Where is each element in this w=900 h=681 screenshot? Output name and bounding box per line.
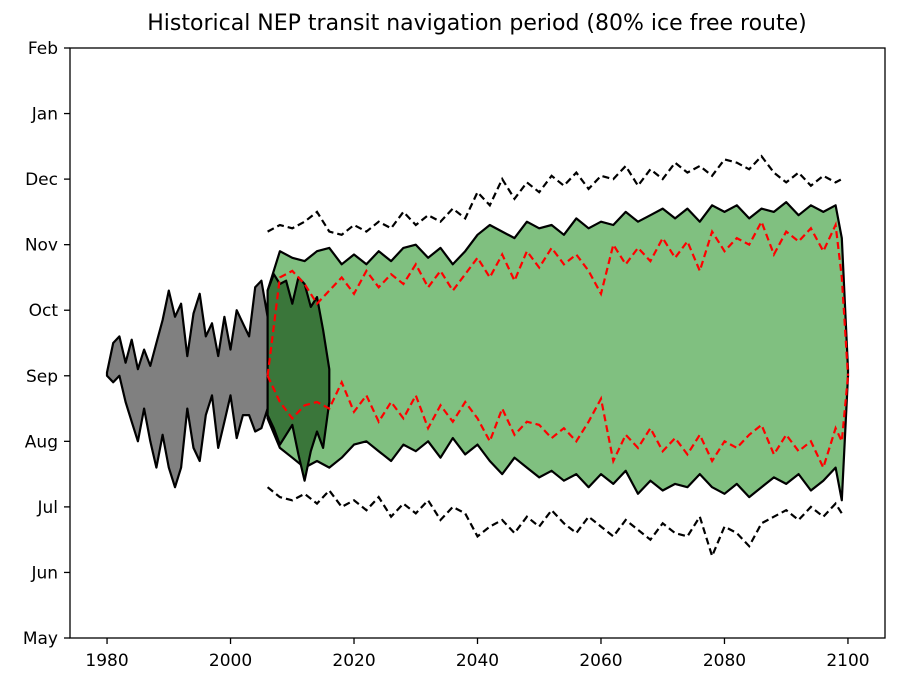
x-axis: 1980 2000 2020 2040 2060 2080 2100 (85, 638, 870, 671)
projected-range-band (266, 201, 850, 502)
y-axis: May Jun Jul Aug Sep Oct Nov Dec Jan Feb (23, 39, 70, 649)
y-tick-label: Jul (36, 498, 58, 518)
series-layer (105, 154, 850, 560)
x-tick-label: 2060 (579, 651, 622, 671)
projected-mean-bounds-upper-line (266, 219, 850, 376)
y-tick-label: Oct (29, 301, 59, 321)
observed-overlap-band (266, 273, 331, 482)
y-tick-label: Jan (31, 105, 58, 125)
x-tick-label: 1980 (85, 651, 128, 671)
projected-extremes-upper-line (267, 154, 843, 237)
y-tick-label: Feb (28, 39, 58, 59)
x-tick-label: 2000 (209, 651, 252, 671)
x-tick-label: 2080 (703, 651, 746, 671)
observed-range-band (105, 279, 269, 489)
y-tick-label: Sep (26, 367, 58, 387)
y-tick-label: May (23, 629, 58, 649)
y-tick-label: Aug (25, 432, 58, 452)
y-tick-label: Dec (25, 170, 58, 190)
x-tick-label: 2100 (826, 651, 869, 671)
x-tick-label: 2040 (456, 651, 499, 671)
y-tick-label: Nov (25, 236, 58, 256)
projected-extremes-lower-line (266, 486, 843, 560)
x-tick-label: 2020 (332, 651, 375, 671)
y-tick-label: Jun (30, 563, 58, 583)
chart-title: Historical NEP transit navigation period… (147, 11, 806, 36)
projected-mean-bounds-lower-line (266, 375, 850, 471)
